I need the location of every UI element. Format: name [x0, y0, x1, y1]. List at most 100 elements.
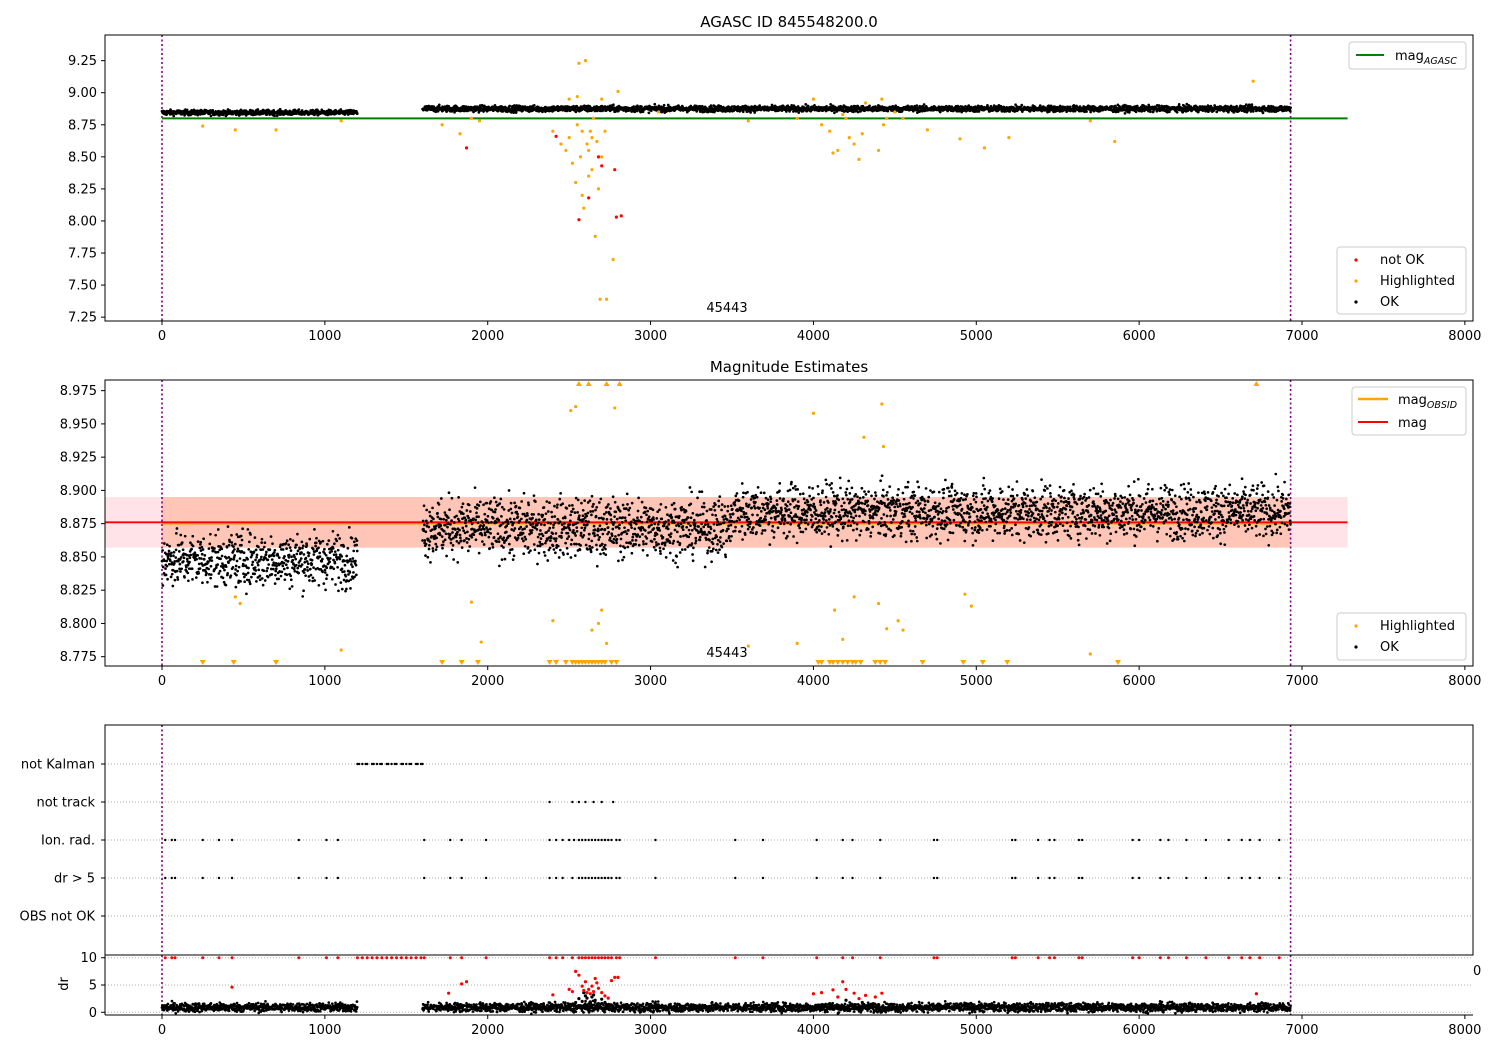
point-ok — [548, 526, 552, 530]
point-highlighted — [863, 101, 868, 105]
point-ok — [560, 523, 564, 526]
point-ok — [289, 549, 293, 553]
point-ok — [422, 504, 426, 508]
point-highlighted — [852, 142, 856, 146]
point-ok — [554, 539, 558, 543]
point-ok — [334, 553, 338, 556]
point-ok — [262, 569, 266, 573]
point-ok — [486, 528, 489, 531]
point-ok — [427, 547, 431, 551]
point-ok — [231, 566, 235, 569]
point-ok — [444, 523, 447, 527]
point-ok — [331, 529, 335, 533]
point-ok — [306, 565, 309, 569]
point-highlighted — [233, 128, 237, 132]
point-ok — [491, 545, 495, 549]
point-ok — [565, 507, 569, 510]
point-ok — [207, 547, 211, 550]
point-ok — [526, 545, 530, 549]
point-ok — [555, 506, 559, 509]
point-ok — [496, 532, 500, 536]
point-ok — [272, 554, 276, 558]
point-ok — [576, 498, 580, 502]
point-ok — [333, 561, 337, 565]
y-tick-label: 8.25 — [68, 182, 97, 197]
point-ok — [268, 548, 272, 551]
point-ok — [493, 496, 496, 500]
point-ok — [454, 528, 457, 531]
point-ok — [519, 525, 523, 529]
point-ok — [485, 501, 489, 505]
point-ok — [549, 522, 553, 525]
point-ok — [186, 571, 190, 575]
point-ok — [181, 548, 185, 552]
point-ok — [225, 556, 228, 560]
point-ok — [556, 518, 560, 521]
point-highlighted — [1113, 139, 1117, 144]
point-ok — [580, 501, 583, 505]
point-ok — [568, 504, 571, 507]
point-ok — [289, 578, 293, 582]
point-ok — [442, 517, 446, 521]
point-ok — [437, 103, 441, 107]
point-ok — [464, 518, 468, 522]
point-ok — [493, 103, 497, 107]
point-ok — [337, 576, 341, 580]
point-ok — [288, 546, 292, 549]
point-ok — [533, 548, 537, 552]
point-ok — [227, 543, 231, 547]
point-highlighted — [567, 97, 571, 101]
point-ok — [314, 544, 317, 548]
point-ok — [254, 548, 258, 552]
point-ok — [285, 547, 288, 550]
point-ok — [454, 535, 458, 539]
point-highlighted — [440, 123, 444, 127]
point-ok — [257, 545, 260, 549]
point-ok — [488, 527, 492, 531]
point-ok — [249, 533, 252, 536]
point-highlighted — [201, 124, 205, 128]
point-ok — [522, 552, 526, 556]
point-highlighted — [570, 161, 575, 165]
point-ok — [1149, 110, 1152, 114]
point-ok — [280, 570, 284, 574]
point-ok — [546, 510, 550, 513]
legend-marker-ok — [1354, 300, 1358, 304]
point-ok — [291, 558, 295, 562]
point-ok — [343, 559, 346, 563]
point-ok — [330, 549, 334, 553]
x-tick-label: 5000 — [960, 329, 993, 344]
point-ok — [247, 566, 250, 570]
point-ok — [199, 557, 203, 560]
point-highlighted — [578, 155, 583, 159]
point-ok — [502, 508, 506, 511]
point-ok — [308, 537, 312, 541]
point-ok — [227, 561, 230, 565]
point-ok — [1157, 104, 1161, 107]
point-ok — [207, 567, 210, 571]
point-ok — [210, 556, 213, 559]
point-ok — [209, 114, 213, 118]
point-ok — [458, 533, 462, 537]
point-ok — [344, 574, 348, 578]
point-ok — [240, 538, 244, 542]
point-ok — [486, 530, 490, 534]
x-tick-label: 3000 — [634, 329, 667, 344]
point-ok — [1123, 112, 1127, 115]
point-ok — [522, 491, 526, 495]
point-ok — [177, 550, 181, 553]
point-highlighted — [844, 116, 848, 120]
point-ok — [531, 516, 534, 520]
point-ok — [313, 579, 317, 582]
point-ok — [434, 542, 438, 546]
point-ok — [477, 504, 481, 507]
point-ok — [328, 557, 332, 560]
point-ok — [229, 574, 233, 578]
point-highlighted — [819, 123, 824, 127]
point-ok — [582, 523, 586, 527]
point-ok — [483, 533, 487, 537]
point-ok — [568, 528, 572, 532]
point-ok — [226, 525, 230, 528]
point-ok — [345, 587, 348, 591]
point-ok — [297, 108, 301, 111]
